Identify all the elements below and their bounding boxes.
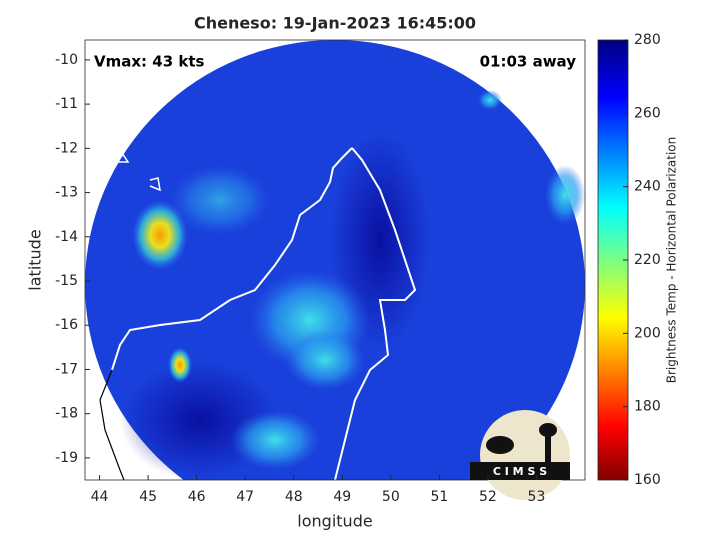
x-tick-label: 51 (430, 489, 448, 505)
x-tick-label: 48 (285, 489, 303, 505)
cimss-logo (470, 410, 570, 500)
satellite-image (85, 40, 585, 480)
y-axis-label: latitude (26, 229, 45, 290)
x-tick-label: 50 (382, 489, 400, 505)
colorbar-tick-label: 180 (634, 399, 661, 415)
y-tick-label: -19 (55, 450, 78, 466)
colorbar-tick-label: 240 (634, 179, 661, 195)
annotation: 01:03 away (480, 53, 577, 71)
colorbar-tick-label: 280 (634, 32, 661, 48)
x-tick-label: 44 (91, 489, 109, 505)
x-tick-label: 53 (528, 489, 546, 505)
colorbar-tick-label: 260 (634, 105, 661, 121)
y-tick-label: -13 (55, 185, 78, 201)
x-tick-label: 52 (479, 489, 497, 505)
plot-frame (84, 39, 586, 481)
x-tick-label: 47 (236, 489, 254, 505)
y-tick-label: -12 (55, 140, 78, 156)
y-tick-label: -14 (55, 229, 78, 245)
y-tick-label: -17 (55, 361, 78, 377)
colorbar-label: Brightness Temp - Horizontal Polarizatio… (665, 137, 679, 384)
x-tick-label: 45 (139, 489, 157, 505)
x-tick-label: 46 (188, 489, 206, 505)
colorbar-tick-label: 220 (634, 252, 661, 268)
annotation: Vmax: 43 kts (94, 53, 204, 71)
colorbar-tick-label: 200 (634, 325, 661, 341)
colorbar-tick-label: 160 (634, 472, 661, 488)
logo-text: C I M S S (493, 465, 547, 478)
x-tick-label: 49 (333, 489, 351, 505)
y-tick-label: -11 (55, 96, 78, 112)
y-tick-label: -10 (55, 52, 78, 68)
y-tick-label: -15 (55, 273, 78, 289)
y-tick-label: -18 (55, 406, 78, 422)
x-axis-label: longitude (297, 512, 372, 531)
chart-title: Cheneso: 19-Jan-2023 16:45:00 (194, 14, 476, 33)
y-tick-label: -16 (55, 317, 78, 333)
